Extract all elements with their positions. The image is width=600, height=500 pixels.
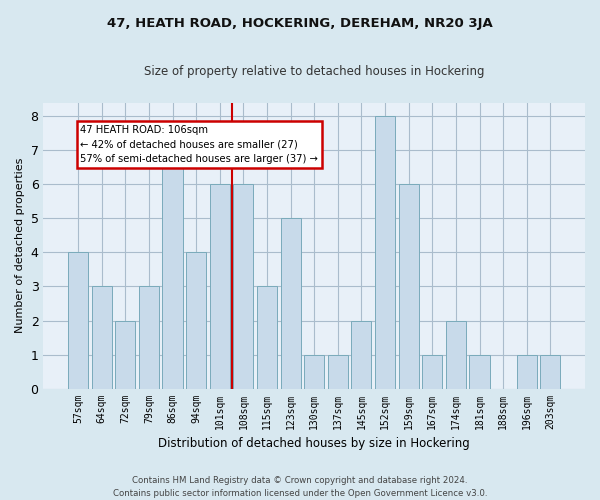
Bar xyxy=(281,218,301,388)
Bar xyxy=(517,354,537,388)
Bar xyxy=(68,252,88,388)
Bar xyxy=(163,150,182,388)
Bar xyxy=(328,354,348,388)
Bar xyxy=(446,320,466,388)
Text: 47, HEATH ROAD, HOCKERING, DEREHAM, NR20 3JA: 47, HEATH ROAD, HOCKERING, DEREHAM, NR20… xyxy=(107,18,493,30)
Bar xyxy=(304,354,324,388)
Text: Contains HM Land Registry data © Crown copyright and database right 2024.
Contai: Contains HM Land Registry data © Crown c… xyxy=(113,476,487,498)
Bar xyxy=(422,354,442,388)
Y-axis label: Number of detached properties: Number of detached properties xyxy=(15,158,25,334)
Bar xyxy=(92,286,112,388)
Bar xyxy=(186,252,206,388)
Bar xyxy=(398,184,419,388)
X-axis label: Distribution of detached houses by size in Hockering: Distribution of detached houses by size … xyxy=(158,437,470,450)
Bar xyxy=(469,354,490,388)
Text: 47 HEATH ROAD: 106sqm
← 42% of detached houses are smaller (27)
57% of semi-deta: 47 HEATH ROAD: 106sqm ← 42% of detached … xyxy=(80,125,319,164)
Bar xyxy=(541,354,560,388)
Bar xyxy=(375,116,395,388)
Bar xyxy=(233,184,253,388)
Title: Size of property relative to detached houses in Hockering: Size of property relative to detached ho… xyxy=(144,65,484,78)
Bar xyxy=(210,184,230,388)
Bar xyxy=(352,320,371,388)
Bar xyxy=(139,286,159,388)
Bar xyxy=(115,320,136,388)
Bar xyxy=(257,286,277,388)
